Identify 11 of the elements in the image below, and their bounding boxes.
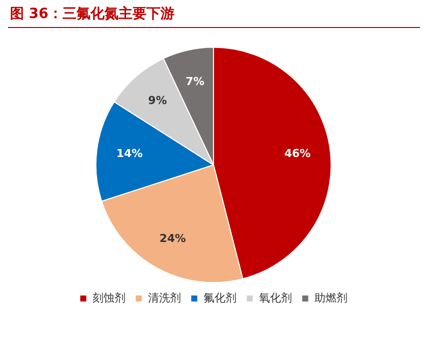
data-label: 14% — [116, 147, 143, 160]
data-label: 46% — [284, 147, 311, 160]
legend-label: 助燃剂 — [314, 291, 348, 304]
chart-title: 图 36：三氟化氮主要下游 — [10, 5, 174, 22]
legend-label: 氟化剂 — [203, 291, 236, 304]
legend-label: 清洗剂 — [148, 291, 181, 304]
legend-label: 氧化剂 — [258, 291, 292, 304]
data-label: 24% — [160, 232, 186, 245]
data-label: 7% — [186, 75, 204, 88]
data-label: 9% — [148, 94, 167, 108]
legend-label: 刻蚀剂 — [92, 291, 126, 304]
